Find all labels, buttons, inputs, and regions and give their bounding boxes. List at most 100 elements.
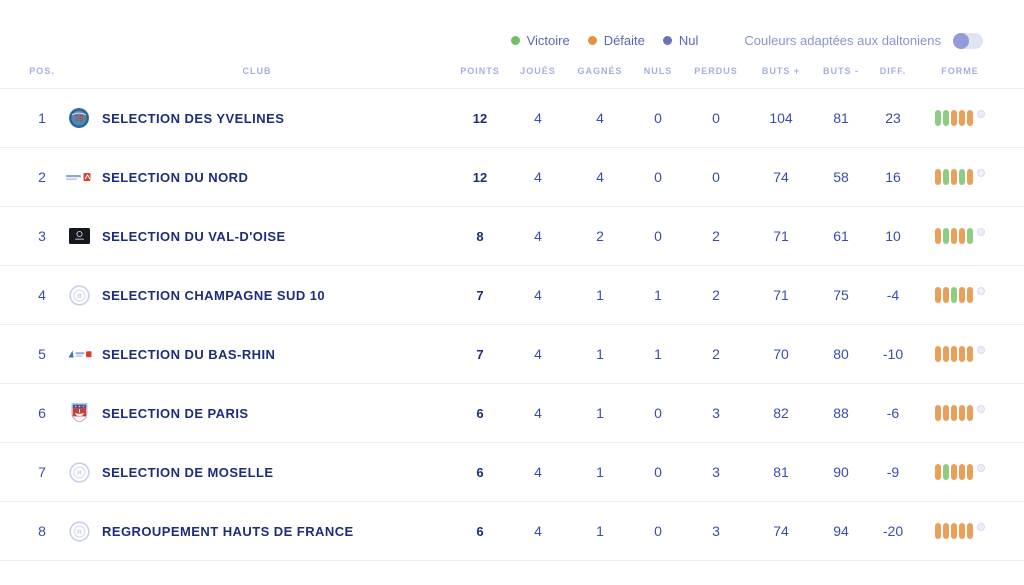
nuls-value: 0 bbox=[654, 464, 662, 480]
buts-moins-value: 90 bbox=[833, 464, 849, 480]
club-name: SELECTION DU NORD bbox=[102, 169, 249, 185]
table-row[interactable]: 2 SELECTION DU NORD 12 4 4 0 0 74 58 16 bbox=[0, 147, 1024, 206]
nuls-value: 0 bbox=[654, 405, 662, 421]
forme-cell bbox=[916, 464, 1004, 480]
table-row[interactable]: 4 B SELECTION CHAMPAGNE SUD 10 7 4 1 1 2… bbox=[0, 265, 1024, 324]
header-diff: DIFF. bbox=[879, 66, 907, 76]
header-perdus: PERDUS bbox=[694, 66, 738, 76]
nuls-value: 1 bbox=[654, 287, 662, 303]
position-value: 4 bbox=[38, 287, 46, 303]
forme-pills bbox=[935, 287, 973, 303]
perdus-value: 3 bbox=[712, 523, 720, 539]
diff-value: 23 bbox=[885, 110, 901, 126]
table-row[interactable]: 5 SELECTION DU BAS-RHIN 7 4 1 1 2 70 80 … bbox=[0, 324, 1024, 383]
gagnes-value: 1 bbox=[596, 405, 604, 421]
header-joues: JOUÉS bbox=[520, 66, 556, 76]
header-buts-moins: BUTS - bbox=[823, 66, 859, 76]
position-value: 6 bbox=[38, 405, 46, 421]
position-value: 5 bbox=[38, 346, 46, 362]
svg-text:B: B bbox=[77, 293, 82, 300]
forme-cell bbox=[916, 228, 1004, 244]
forme-info-icon[interactable] bbox=[977, 346, 985, 354]
position-value: 1 bbox=[38, 110, 46, 126]
position-value: 3 bbox=[38, 228, 46, 244]
forme-info-icon[interactable] bbox=[977, 405, 985, 413]
points-value: 7 bbox=[476, 346, 484, 362]
diff-value: 10 bbox=[885, 228, 901, 244]
joues-value: 4 bbox=[534, 464, 542, 480]
table-header-row: POS. CLUB POINTS JOUÉS GAGNÉS NULS PERDU… bbox=[0, 50, 1024, 88]
perdus-value: 3 bbox=[712, 405, 720, 421]
forme-info-icon[interactable] bbox=[977, 287, 985, 295]
joues-value: 4 bbox=[534, 110, 542, 126]
forme-cell bbox=[916, 287, 1004, 303]
buts-moins-value: 61 bbox=[833, 228, 849, 244]
points-value: 6 bbox=[476, 405, 484, 421]
buts-plus-value: 71 bbox=[773, 228, 789, 244]
club-badge-yvelines-icon: 78 bbox=[66, 106, 92, 130]
joues-value: 4 bbox=[534, 169, 542, 185]
header-pos: POS. bbox=[29, 66, 55, 76]
table-row[interactable]: 6 SELECTION DE PARIS 6 4 1 0 3 82 88 -6 bbox=[0, 383, 1024, 442]
nuls-value: 0 bbox=[654, 523, 662, 539]
position-value: 2 bbox=[38, 169, 46, 185]
buts-plus-value: 104 bbox=[769, 110, 793, 126]
table-row[interactable]: 3 SELECTION DU VAL-D'OISE 8 4 2 0 2 71 6… bbox=[0, 206, 1024, 265]
buts-plus-value: 70 bbox=[773, 346, 789, 362]
header-nuls: NULS bbox=[643, 66, 673, 76]
perdus-value: 0 bbox=[712, 110, 720, 126]
gagnes-value: 1 bbox=[596, 287, 604, 303]
diff-value: -9 bbox=[886, 464, 900, 480]
joues-value: 4 bbox=[534, 346, 542, 362]
position-value: 8 bbox=[38, 523, 46, 539]
gagnes-value: 1 bbox=[596, 523, 604, 539]
nuls-value: 0 bbox=[654, 228, 662, 244]
table-row[interactable]: 7 R SELECTION DE MOSELLE 6 4 1 0 3 81 90… bbox=[0, 442, 1024, 501]
header-forme: FORME bbox=[941, 66, 979, 76]
header-points: POINTS bbox=[460, 66, 500, 76]
colorblind-toggle[interactable] bbox=[953, 32, 983, 49]
forme-cell bbox=[916, 405, 1004, 421]
buts-moins-value: 80 bbox=[833, 346, 849, 362]
points-value: 7 bbox=[476, 287, 484, 303]
table-row[interactable]: 8 R REGROUPEMENT HAUTS DE FRANCE 6 4 1 0… bbox=[0, 501, 1024, 561]
colorblind-label: Couleurs adaptées aux daltoniens bbox=[744, 33, 941, 48]
club-name: SELECTION DU VAL-D'OISE bbox=[102, 228, 286, 244]
perdus-value: 3 bbox=[712, 464, 720, 480]
forme-pills bbox=[935, 110, 973, 126]
club-badge-generic-icon: R bbox=[66, 460, 92, 484]
forme-info-icon[interactable] bbox=[977, 523, 985, 531]
points-value: 6 bbox=[476, 464, 484, 480]
legend-label: Défaite bbox=[603, 33, 645, 48]
forme-info-icon[interactable] bbox=[977, 228, 985, 236]
diff-value: -10 bbox=[882, 346, 904, 362]
standings-table: POS. CLUB POINTS JOUÉS GAGNÉS NULS PERDU… bbox=[0, 50, 1024, 561]
perdus-value: 2 bbox=[712, 346, 720, 362]
points-value: 12 bbox=[472, 169, 488, 185]
points-value: 8 bbox=[476, 228, 484, 244]
buts-moins-value: 58 bbox=[833, 169, 849, 185]
svg-text:R: R bbox=[77, 529, 82, 536]
club-name: SELECTION DE MOSELLE bbox=[102, 464, 274, 480]
table-row[interactable]: 1 78 SELECTION DES YVELINES 12 4 4 0 0 1… bbox=[0, 88, 1024, 147]
results-legend: Victoire Défaite Nul bbox=[510, 33, 698, 48]
joues-value: 4 bbox=[534, 287, 542, 303]
diff-value: -20 bbox=[882, 523, 904, 539]
buts-plus-value: 81 bbox=[773, 464, 789, 480]
club-name: SELECTION DE PARIS bbox=[102, 405, 249, 421]
nuls-value: 0 bbox=[654, 110, 662, 126]
joues-value: 4 bbox=[534, 523, 542, 539]
forme-info-icon[interactable] bbox=[977, 169, 985, 177]
forme-info-icon[interactable] bbox=[977, 464, 985, 472]
club-name: SELECTION DES YVELINES bbox=[102, 110, 285, 126]
club-badge-bas-rhin-icon bbox=[66, 342, 92, 366]
forme-pills bbox=[935, 523, 973, 539]
nuls-value: 0 bbox=[654, 169, 662, 185]
gagnes-value: 1 bbox=[596, 464, 604, 480]
club-name: SELECTION CHAMPAGNE SUD 10 bbox=[102, 287, 326, 303]
forme-info-icon[interactable] bbox=[977, 110, 985, 118]
club-badge-nord-icon bbox=[66, 165, 92, 189]
joues-value: 4 bbox=[534, 405, 542, 421]
buts-plus-value: 71 bbox=[773, 287, 789, 303]
header-buts-plus: BUTS + bbox=[761, 66, 801, 76]
